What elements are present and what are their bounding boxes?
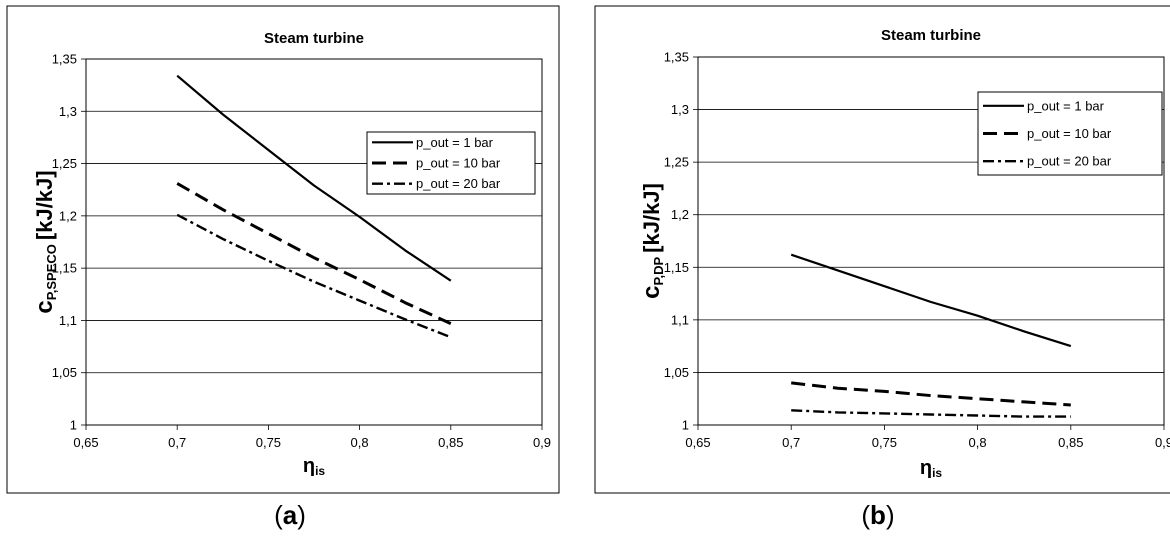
x-tick-label: 0,65 — [73, 435, 98, 450]
x-tick-label: 0,7 — [168, 435, 186, 450]
caption-a: (a) — [274, 500, 306, 530]
x-tick-label: 0,7 — [782, 435, 800, 450]
y-tick-label: 1,2 — [671, 207, 689, 222]
legend-label: p_out = 1 bar — [1027, 98, 1105, 113]
y-tick-label: 1,2 — [59, 208, 77, 223]
legend-label: p_out = 20 bar — [416, 176, 501, 191]
x-tick-label: 0,85 — [1058, 435, 1083, 450]
chart-panel-b: 1 1,05 1,1 1,15 1,2 1,25 1,3 1,35 0,65 0,7 0,75 0,8… — [594, 5, 1170, 494]
y-tick-label: 1,15 — [664, 260, 689, 275]
y-axis-label: cP,DP[kJ/kJ] — [638, 183, 666, 299]
x-tick-label: 0,65 — [685, 435, 710, 450]
y-tick-label: 1,35 — [52, 52, 77, 67]
x-tick-label: 0,75 — [256, 435, 281, 450]
series-line-dashed — [176, 182, 452, 325]
series-line-dashdot — [176, 213, 452, 339]
series-line-dashdot — [791, 409, 1071, 418]
chart-title: Steam turbine — [881, 27, 981, 44]
y-tick-label: 1,3 — [59, 104, 77, 119]
y-tick-label: 1,3 — [671, 102, 689, 117]
series-line-dashed — [791, 381, 1071, 407]
chart-title: Steam turbine — [264, 30, 364, 47]
y-tick-label: 1,1 — [671, 312, 689, 327]
y-tick-label: 1,05 — [52, 365, 77, 380]
y-tick-label: 1 — [682, 418, 689, 433]
legend-label: p_out = 10 bar — [1027, 126, 1112, 141]
caption-b: (b) — [861, 500, 894, 530]
x-tick-label: 0,75 — [872, 435, 897, 450]
series-line-solid — [176, 74, 452, 282]
y-tick-label: 1,15 — [52, 261, 77, 276]
legend-label: p_out = 20 bar — [1027, 154, 1112, 169]
y-tick-label: 1,1 — [59, 313, 77, 328]
x-axis-label: ηis — [920, 457, 943, 480]
legend-label: p_out = 10 bar — [416, 156, 501, 171]
x-tick-label: 0,9 — [1155, 435, 1170, 450]
x-tick-label: 0,85 — [438, 435, 463, 450]
y-tick-label: 1,05 — [664, 365, 689, 380]
x-tick-label: 0,9 — [533, 435, 551, 450]
legend-label: p_out = 1 bar — [416, 135, 494, 150]
y-axis-label: cP,SPECO[kJ/kJ] — [31, 170, 59, 313]
plot-area — [85, 58, 543, 426]
series-line-solid — [790, 253, 1072, 348]
y-tick-label: 1,35 — [664, 50, 689, 65]
y-tick-label: 1,25 — [52, 156, 77, 171]
y-tick-label: 1,25 — [664, 155, 689, 170]
x-tick-label: 0,8 — [351, 435, 369, 450]
x-tick-label: 0,8 — [969, 435, 987, 450]
y-tick-label: 1 — [70, 418, 77, 433]
x-axis-label: ηis — [303, 455, 326, 478]
chart-panel-a: 1 1,05 1,1 1,15 1,2 1,25 1,3 1,35 0,65 0,7 0,75 0,8… — [6, 5, 560, 494]
